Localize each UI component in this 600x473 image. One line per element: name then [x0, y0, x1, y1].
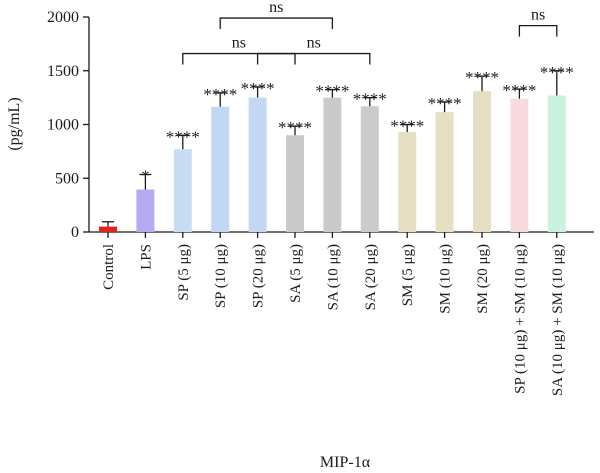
x-tick-label: SP (5 μg) — [176, 244, 192, 301]
y-tick-label: 2000 — [47, 9, 79, 26]
bar — [136, 189, 155, 232]
y-axis-label: (pg/mL) — [6, 97, 23, 150]
bar — [398, 132, 417, 232]
bar — [547, 95, 566, 232]
bar — [510, 98, 529, 232]
comparison-bracket — [219, 17, 334, 30]
x-tick-label: Control — [101, 244, 117, 290]
significance-label: **** — [465, 68, 499, 87]
significance-label: **** — [540, 63, 574, 82]
significance-label: **** — [166, 127, 200, 146]
significance-label: **** — [203, 85, 237, 104]
comparison-bracket — [182, 52, 296, 65]
significance-label: **** — [315, 82, 349, 101]
x-tick-label: SM (10 μg) — [438, 244, 454, 314]
x-tick-label: SA (20 μg) — [363, 244, 379, 310]
bar — [248, 97, 267, 232]
x-tick-labels: Control LPS SP (5 μg) SP (10 μg) SP (20 μg) S… — [101, 232, 566, 396]
x-tick-label: SP (10 μg) + SM (10 μg) — [512, 244, 528, 394]
error-bars — [102, 70, 563, 227]
bar — [173, 149, 192, 232]
x-tick-label: SP (20 μg) — [251, 244, 267, 308]
comparison-label: ns — [269, 0, 283, 16]
bar — [211, 106, 230, 232]
significance-label: **** — [241, 79, 275, 98]
x-tick-label: SA (10 μg) + SM (10 μg) — [550, 244, 566, 396]
bar — [286, 135, 304, 232]
significance-label: * — [141, 166, 150, 185]
x-axis-label: MIP-1α — [320, 454, 371, 471]
y-tick-label: 500 — [55, 170, 79, 187]
significance-label: **** — [353, 90, 387, 109]
comparison-bracket — [256, 52, 371, 65]
x-tick-label: LPS — [138, 244, 154, 270]
x-tick-label: SM (5 μg) — [400, 244, 416, 306]
y-tick-label: 1500 — [47, 63, 79, 80]
x-tick-label: SM (20 μg) — [475, 244, 491, 314]
comparison-label: ns — [531, 7, 545, 24]
y-axis: 0 500 1000 1500 2000 — [47, 9, 594, 241]
significance-label: **** — [502, 81, 536, 100]
significance-label: **** — [278, 118, 312, 137]
y-tick-label: 1000 — [47, 117, 79, 134]
x-tick-label: SA (10 μg) — [325, 244, 341, 310]
significance-label: **** — [428, 94, 462, 113]
comparison-label: ns — [307, 35, 321, 52]
bar — [323, 97, 342, 232]
comparison-brackets: ns ns ns ns — [182, 0, 558, 65]
comparison-bracket — [518, 24, 558, 37]
x-tick-label: SP (10 μg) — [213, 244, 229, 308]
bar — [473, 91, 491, 232]
significance-label: **** — [390, 117, 424, 136]
comparison-label: ns — [232, 35, 246, 52]
bars — [99, 91, 566, 232]
significance-labels: ********* ************ *******************… — [141, 63, 574, 186]
bar — [360, 106, 379, 232]
x-tick-label: SA (5 μg) — [288, 244, 304, 303]
bar — [435, 112, 454, 232]
bar — [99, 226, 117, 232]
y-tick-label: 0 — [71, 224, 79, 241]
